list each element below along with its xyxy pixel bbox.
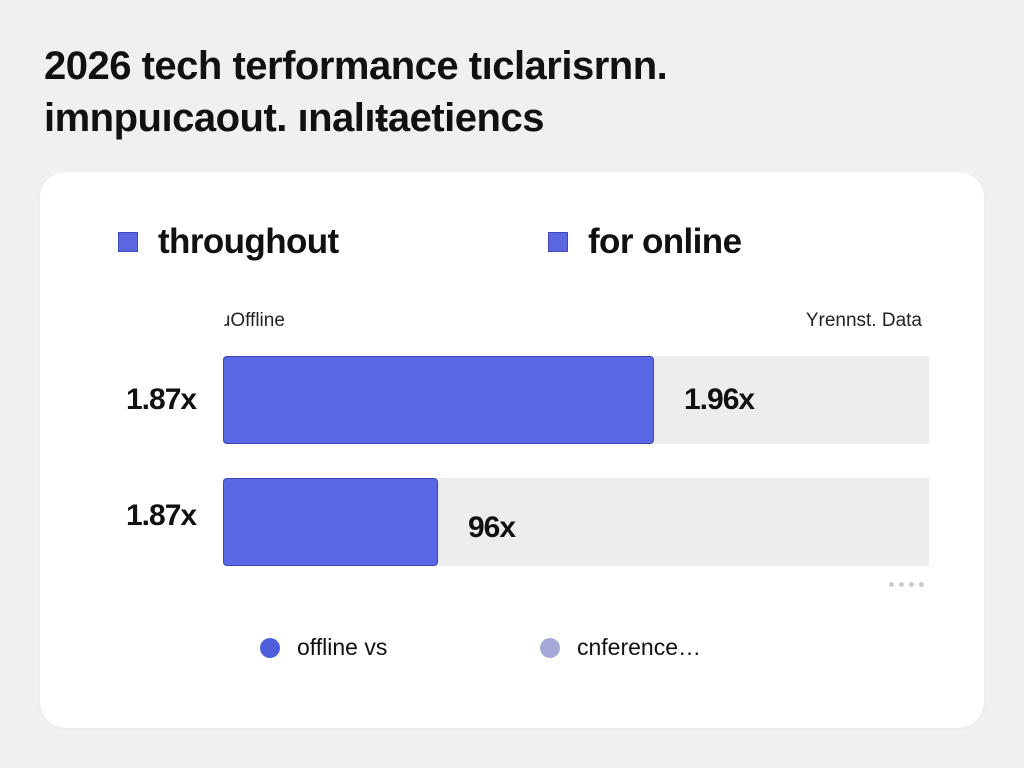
bottom-legend-item-cnference: cnference…: [540, 634, 701, 661]
legend-label-throughout: throughout: [158, 222, 339, 261]
bar-row-label: 1.87x: [126, 499, 197, 532]
axis-caption-right: Yrennst. Data: [805, 310, 922, 331]
legend-label-cnference: cnference…: [577, 634, 702, 660]
bar-row-label: 1.87x: [126, 383, 197, 416]
legend-swatch-throughout: [118, 232, 138, 252]
legend-item-throughout: throughout: [118, 222, 339, 262]
legend-dot-offline-vs: [260, 637, 280, 658]
bottom-legend-item-offline-vs: offline vs: [260, 634, 387, 661]
bar-value-label: 96x: [468, 511, 516, 544]
legend-label-offline-vs: offline vs: [297, 634, 388, 660]
page-title-line-1: 2026 tech terformance tıclarisrnn.: [44, 44, 668, 88]
bar-track: 96x: [223, 478, 929, 566]
bar: [223, 478, 438, 566]
legend-item-for-online: for online: [548, 222, 742, 262]
page-title: 2026 tech terformance tıclarisrnn. imnpu…: [44, 40, 994, 144]
bar: [223, 356, 654, 444]
legend-label-for-online: for online: [588, 222, 742, 261]
legend-swatch-for-online: [548, 232, 568, 252]
bar-track: 1.96x: [223, 356, 929, 444]
chart-card: throughout for online ɹOffline Yrennst. …: [40, 172, 984, 728]
page-title-line-2: imnpuıcaout. ınalıŧaetiencs: [44, 96, 544, 140]
legend-dot-cnference: [540, 637, 560, 658]
bar-value-label: 1.96x: [684, 383, 755, 416]
more-dots-icon: [889, 582, 924, 587]
axis-caption-left: ɹOffline: [224, 310, 285, 331]
